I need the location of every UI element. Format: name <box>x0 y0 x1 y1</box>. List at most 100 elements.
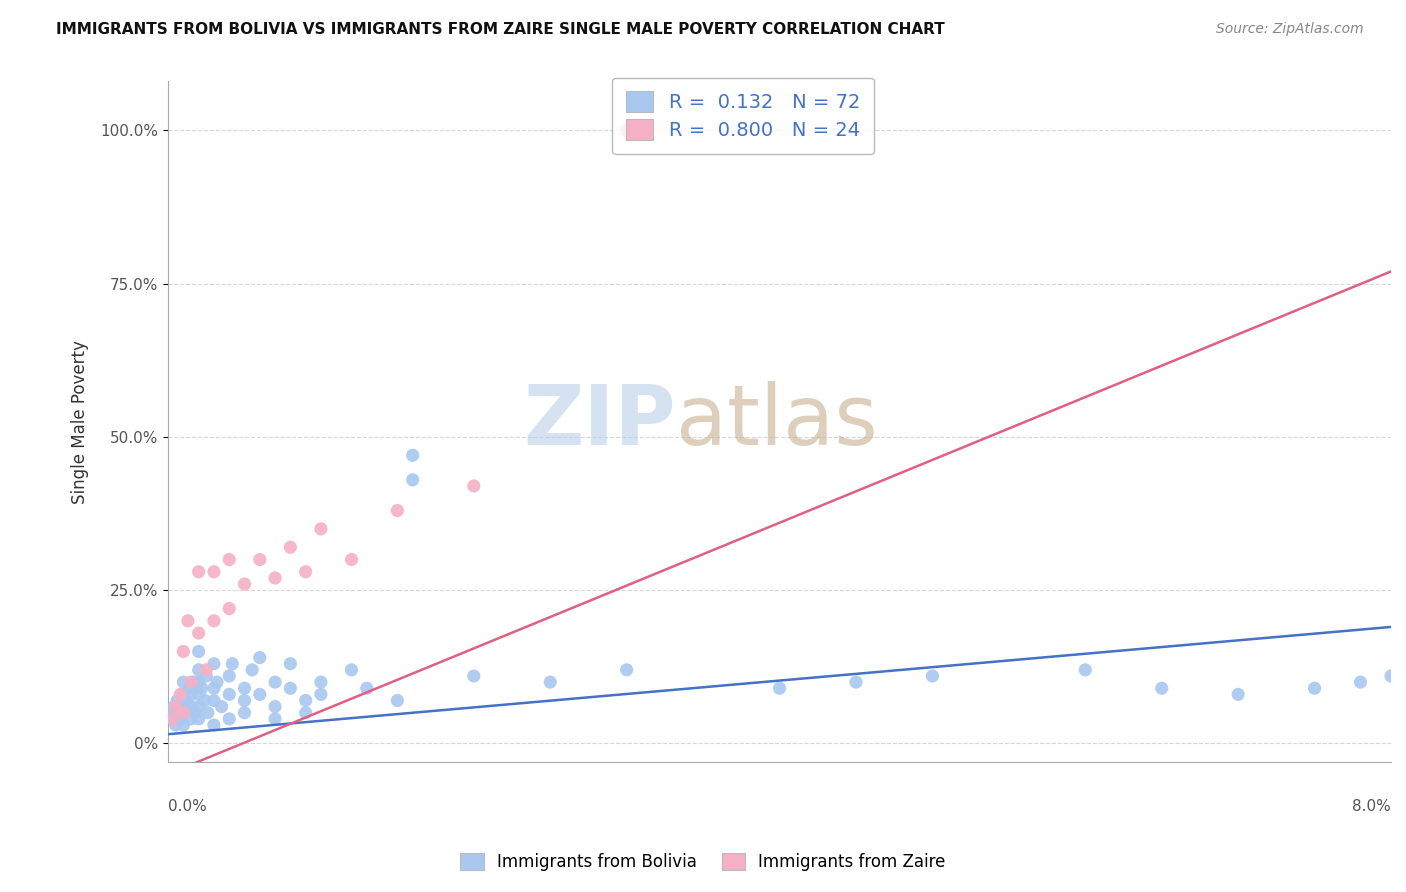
Point <box>172 706 194 720</box>
Point <box>181 699 204 714</box>
Text: atlas: atlas <box>676 381 877 462</box>
Point <box>264 699 287 714</box>
Point <box>187 699 209 714</box>
Point <box>177 614 200 628</box>
Point <box>183 675 205 690</box>
Point <box>1350 675 1372 690</box>
Point <box>202 693 225 707</box>
Point <box>162 712 184 726</box>
Point <box>240 663 263 677</box>
Point <box>180 712 202 726</box>
Point <box>194 693 217 707</box>
Point <box>218 687 240 701</box>
Point <box>264 675 287 690</box>
Point <box>172 706 194 720</box>
Point <box>190 681 212 696</box>
Point <box>179 681 201 696</box>
Point <box>294 565 316 579</box>
Point <box>294 693 316 707</box>
Point <box>249 552 271 566</box>
Point <box>921 669 943 683</box>
Point <box>172 687 194 701</box>
Point <box>195 669 218 683</box>
Text: 0.0%: 0.0% <box>169 799 207 814</box>
Point <box>172 718 194 732</box>
Point <box>187 663 209 677</box>
Point <box>187 565 209 579</box>
Text: IMMIGRANTS FROM BOLIVIA VS IMMIGRANTS FROM ZAIRE SINGLE MALE POVERTY CORRELATION: IMMIGRANTS FROM BOLIVIA VS IMMIGRANTS FR… <box>56 22 945 37</box>
Point <box>177 699 200 714</box>
Point <box>163 699 186 714</box>
Point <box>197 706 219 720</box>
Point <box>401 473 423 487</box>
Y-axis label: Single Male Poverty: Single Male Poverty <box>72 340 89 504</box>
Point <box>280 681 302 696</box>
Point <box>463 479 485 493</box>
Text: ZIP: ZIP <box>523 381 676 462</box>
Text: Source: ZipAtlas.com: Source: ZipAtlas.com <box>1216 22 1364 37</box>
Point <box>264 571 287 585</box>
Point <box>202 614 225 628</box>
Point <box>162 712 184 726</box>
Point <box>233 706 256 720</box>
Point <box>616 663 638 677</box>
Text: 8.0%: 8.0% <box>1353 799 1391 814</box>
Point <box>180 687 202 701</box>
Point <box>169 687 191 701</box>
Point <box>401 448 423 462</box>
Point <box>294 706 316 720</box>
Point <box>187 644 209 658</box>
Point <box>1303 681 1326 696</box>
Legend: R =  0.132   N = 72, R =  0.800   N = 24: R = 0.132 N = 72, R = 0.800 N = 24 <box>612 78 873 154</box>
Point <box>1379 669 1402 683</box>
Point <box>202 565 225 579</box>
Point <box>187 626 209 640</box>
Point <box>768 681 790 696</box>
Point <box>160 706 183 720</box>
Point <box>233 693 256 707</box>
Point <box>166 693 188 707</box>
Point <box>167 706 190 720</box>
Point <box>356 681 378 696</box>
Point <box>340 663 363 677</box>
Point <box>387 693 409 707</box>
Point <box>249 650 271 665</box>
Point <box>1150 681 1173 696</box>
Point <box>616 123 638 137</box>
Point <box>340 552 363 566</box>
Point <box>187 687 209 701</box>
Point <box>233 681 256 696</box>
Point <box>387 503 409 517</box>
Point <box>211 699 233 714</box>
Point <box>180 675 202 690</box>
Point <box>169 712 191 726</box>
Point <box>202 718 225 732</box>
Point <box>170 699 193 714</box>
Point <box>264 712 287 726</box>
Point <box>309 522 332 536</box>
Point <box>187 712 209 726</box>
Point <box>165 718 187 732</box>
Point <box>280 541 302 555</box>
Point <box>845 675 868 690</box>
Point <box>202 657 225 671</box>
Point <box>176 693 198 707</box>
Point <box>172 644 194 658</box>
Point <box>538 675 561 690</box>
Point <box>187 675 209 690</box>
Point <box>1227 687 1250 701</box>
Point <box>280 657 302 671</box>
Point <box>309 687 332 701</box>
Point <box>218 669 240 683</box>
Point <box>1074 663 1097 677</box>
Point <box>172 675 194 690</box>
Point <box>218 712 240 726</box>
Point <box>221 657 243 671</box>
Legend: Immigrants from Bolivia, Immigrants from Zaire: Immigrants from Bolivia, Immigrants from… <box>451 845 955 880</box>
Point <box>218 601 240 615</box>
Point <box>218 552 240 566</box>
Point <box>202 681 225 696</box>
Point <box>184 706 207 720</box>
Point <box>205 675 228 690</box>
Point <box>463 669 485 683</box>
